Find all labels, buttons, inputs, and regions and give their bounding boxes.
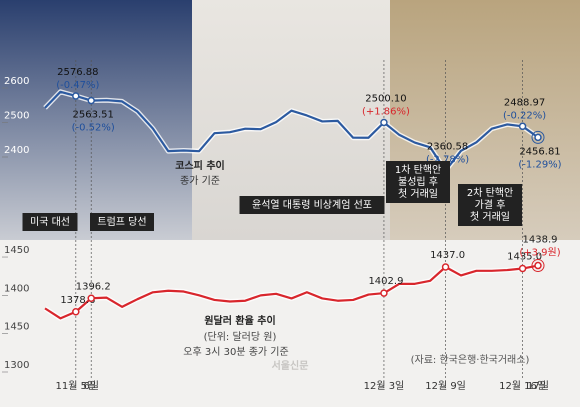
- event-box: [90, 213, 154, 231]
- value-label: 2563.51: [73, 110, 114, 121]
- value-label: 1402.9: [368, 276, 403, 287]
- event-box: [22, 213, 78, 231]
- change-label: (+1.86%): [362, 106, 410, 117]
- photo-rally: [0, 0, 192, 240]
- series-line: [44, 90, 539, 172]
- chart-title: 코스피 추이: [175, 159, 224, 172]
- y-tick-label: 2600: [4, 76, 29, 87]
- chart-title: 원달러 환율 추이: [204, 314, 275, 327]
- y-tick-label: 1300: [4, 360, 29, 371]
- value-label: 1396.2: [76, 281, 111, 292]
- point: [380, 289, 388, 297]
- x-tick-label: 12월 9일: [425, 380, 466, 392]
- chart-subtitle: (단위: 달러당 원): [204, 330, 277, 343]
- x-tick-label: 6일: [83, 380, 99, 392]
- point: [518, 122, 527, 131]
- y-tick-label: 2500: [4, 111, 29, 122]
- end-ring: [531, 130, 545, 144]
- event-label: 첫 거래일: [470, 211, 510, 223]
- value-label: 1438.9: [523, 235, 558, 246]
- x-tick-label: 12월 16일: [499, 380, 546, 392]
- change-label: (-2.78%): [426, 155, 469, 166]
- event-label: 1차 탄핵안: [395, 164, 441, 176]
- event-label: 윤석열 대통령 비상계엄 선포: [252, 199, 372, 211]
- point: [380, 118, 388, 127]
- change-label: (-0.52%): [72, 123, 115, 134]
- value-label: 2500.10: [365, 93, 406, 104]
- point: [87, 294, 95, 303]
- watermark: 서울신문: [272, 359, 309, 372]
- source: (자료: 한국은행·한국거래소): [411, 354, 530, 366]
- y-tick-label: 1450: [4, 245, 29, 256]
- lower-panel: [0, 240, 580, 407]
- y-tick-label: 1450: [4, 322, 29, 333]
- end-ring: [531, 259, 545, 273]
- value-label: 1435.0: [507, 252, 542, 263]
- point: [534, 133, 542, 142]
- event-label: 2차 탄핵안: [467, 187, 513, 199]
- x-tick-label: 11월 5일: [55, 380, 96, 392]
- change-label: (-1.29%): [518, 159, 561, 170]
- chart-subtitle: 종가 기준: [180, 175, 220, 187]
- point: [87, 96, 95, 105]
- change-label: (-0.47%): [56, 80, 99, 91]
- change-label: (+3.9원): [519, 247, 560, 259]
- y-tick-label: 1400: [4, 283, 29, 294]
- point: [518, 264, 527, 273]
- event-box: [239, 196, 385, 214]
- change-label: (-0.22%): [503, 110, 546, 121]
- value-label: 2576.88: [57, 67, 98, 78]
- value-label: 1378.6: [60, 295, 95, 306]
- x-tick-label: 17일: [527, 380, 549, 392]
- value-label: 1437.0: [430, 250, 465, 261]
- value-label: 2456.81: [519, 146, 560, 157]
- event-label: 트럼프 당선: [97, 215, 146, 228]
- value-label: 2360.58: [427, 142, 468, 153]
- series-line: [44, 264, 539, 320]
- y-tick-label: 2400: [4, 145, 29, 156]
- event-label: 불성립 후: [398, 175, 438, 188]
- point: [72, 308, 80, 316]
- value-label: 2488.97: [504, 97, 545, 108]
- event-label: 첫 거래일: [398, 188, 438, 200]
- x-tick-label: 12월 3일: [364, 380, 405, 392]
- event-box: [458, 184, 522, 226]
- point: [441, 263, 450, 271]
- point: [72, 92, 80, 100]
- event-box: [386, 161, 450, 203]
- event-label: 미국 대선: [30, 216, 70, 228]
- chart-subtitle: 오후 3시 30분 종가 기준: [183, 346, 288, 358]
- point: [534, 261, 542, 270]
- event-label: 가결 후: [475, 199, 506, 211]
